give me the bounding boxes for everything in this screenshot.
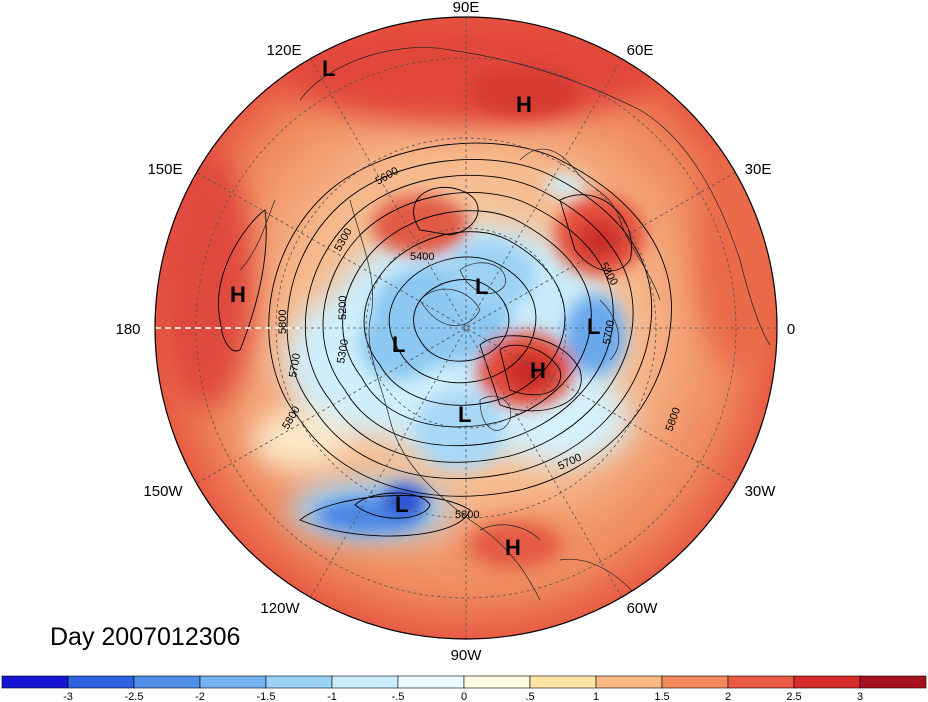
colorbar-tick-label: .5	[525, 691, 534, 702]
colorbar-swatch	[1, 675, 69, 689]
longitude-label: 120E	[266, 42, 301, 59]
colorbar-tick-label: 1.5	[654, 691, 669, 702]
high-center: H	[230, 282, 246, 307]
low-center: L	[458, 402, 471, 427]
longitude-label: 90W	[451, 647, 483, 664]
colorbar-tick-label: 1	[593, 691, 599, 702]
low-center: L	[322, 56, 335, 81]
colorbar-swatch	[793, 675, 861, 689]
colorbar-swatch	[727, 675, 795, 689]
colorbar-swatch	[265, 675, 333, 689]
longitude-label: 30W	[745, 483, 777, 500]
colorbar-tick-label: -1.5	[257, 691, 276, 702]
longitude-label: 90E	[453, 0, 480, 16]
height-contours	[218, 142, 672, 537]
colorbar-swatch	[199, 675, 267, 689]
colorbar-tick-label: -.5	[392, 691, 405, 702]
contour-label: 5700	[287, 352, 303, 378]
longitude-label: 180	[115, 321, 140, 338]
colorbar-tick-label: 3	[857, 691, 863, 702]
plot-title: Day 2007012306	[50, 623, 240, 651]
colorbar-tick-label: -1	[327, 691, 337, 702]
longitude-label: 120W	[260, 600, 300, 617]
contour-label: 5800	[455, 509, 479, 521]
longitude-label: 150W	[143, 483, 183, 500]
colorbar-tick-label: 2.5	[786, 691, 801, 702]
coastlines	[239, 47, 771, 639]
longitude-label: 60W	[627, 600, 659, 617]
colorbar-swatch	[661, 675, 729, 689]
colorbar-tick-label: 0	[461, 691, 467, 702]
colorbar-swatch	[133, 675, 201, 689]
high-center: H	[516, 92, 532, 117]
longitude-label: 60E	[627, 42, 654, 59]
map-border	[154, 16, 778, 640]
contour-label: 5200	[337, 296, 349, 320]
colorbar-swatch	[463, 675, 531, 689]
low-center: L	[395, 492, 408, 517]
colorbar-tick-label: -3	[63, 691, 73, 702]
contour-label: 5800	[277, 310, 289, 334]
high-center: H	[505, 535, 521, 560]
contour-label-group: 5600 5300 5400 5200 5800 5300 5700 5800 …	[277, 165, 683, 521]
colorbar-tick-label: -2	[195, 691, 205, 702]
colorbar-swatch	[595, 675, 663, 689]
colorbar-swatch	[397, 675, 465, 689]
colorbar-swatch	[67, 675, 135, 689]
longitude-labels: 90E 60E 30E 0 30W 60W 90W 120W 150W 180 …	[115, 0, 795, 664]
pressure-centers: L H H L L L H L L H	[230, 56, 600, 560]
colorbar-tick-label: -2.5	[125, 691, 144, 702]
contour-label: 5400	[410, 251, 434, 263]
contour-label: 5300	[335, 338, 351, 364]
contour-label: 5700	[601, 319, 617, 345]
colorbar-tick-label: 2	[725, 691, 731, 702]
low-center: L	[392, 332, 405, 357]
high-center: H	[530, 358, 546, 383]
colorbar: -3 -2.5 -2 -1.5 -1 -.5 0 .5 1 1.5 2 2.5 3	[1, 675, 927, 702]
anomaly-field	[155, 17, 777, 639]
low-center: L	[587, 314, 600, 339]
colorbar-swatch	[859, 675, 927, 689]
colorbar-swatch	[331, 675, 399, 689]
longitude-label: 150E	[147, 161, 182, 178]
longitude-label: 0	[787, 321, 795, 338]
low-center: L	[475, 274, 488, 299]
colorbar-swatch	[529, 675, 597, 689]
longitude-label: 30E	[745, 161, 772, 178]
